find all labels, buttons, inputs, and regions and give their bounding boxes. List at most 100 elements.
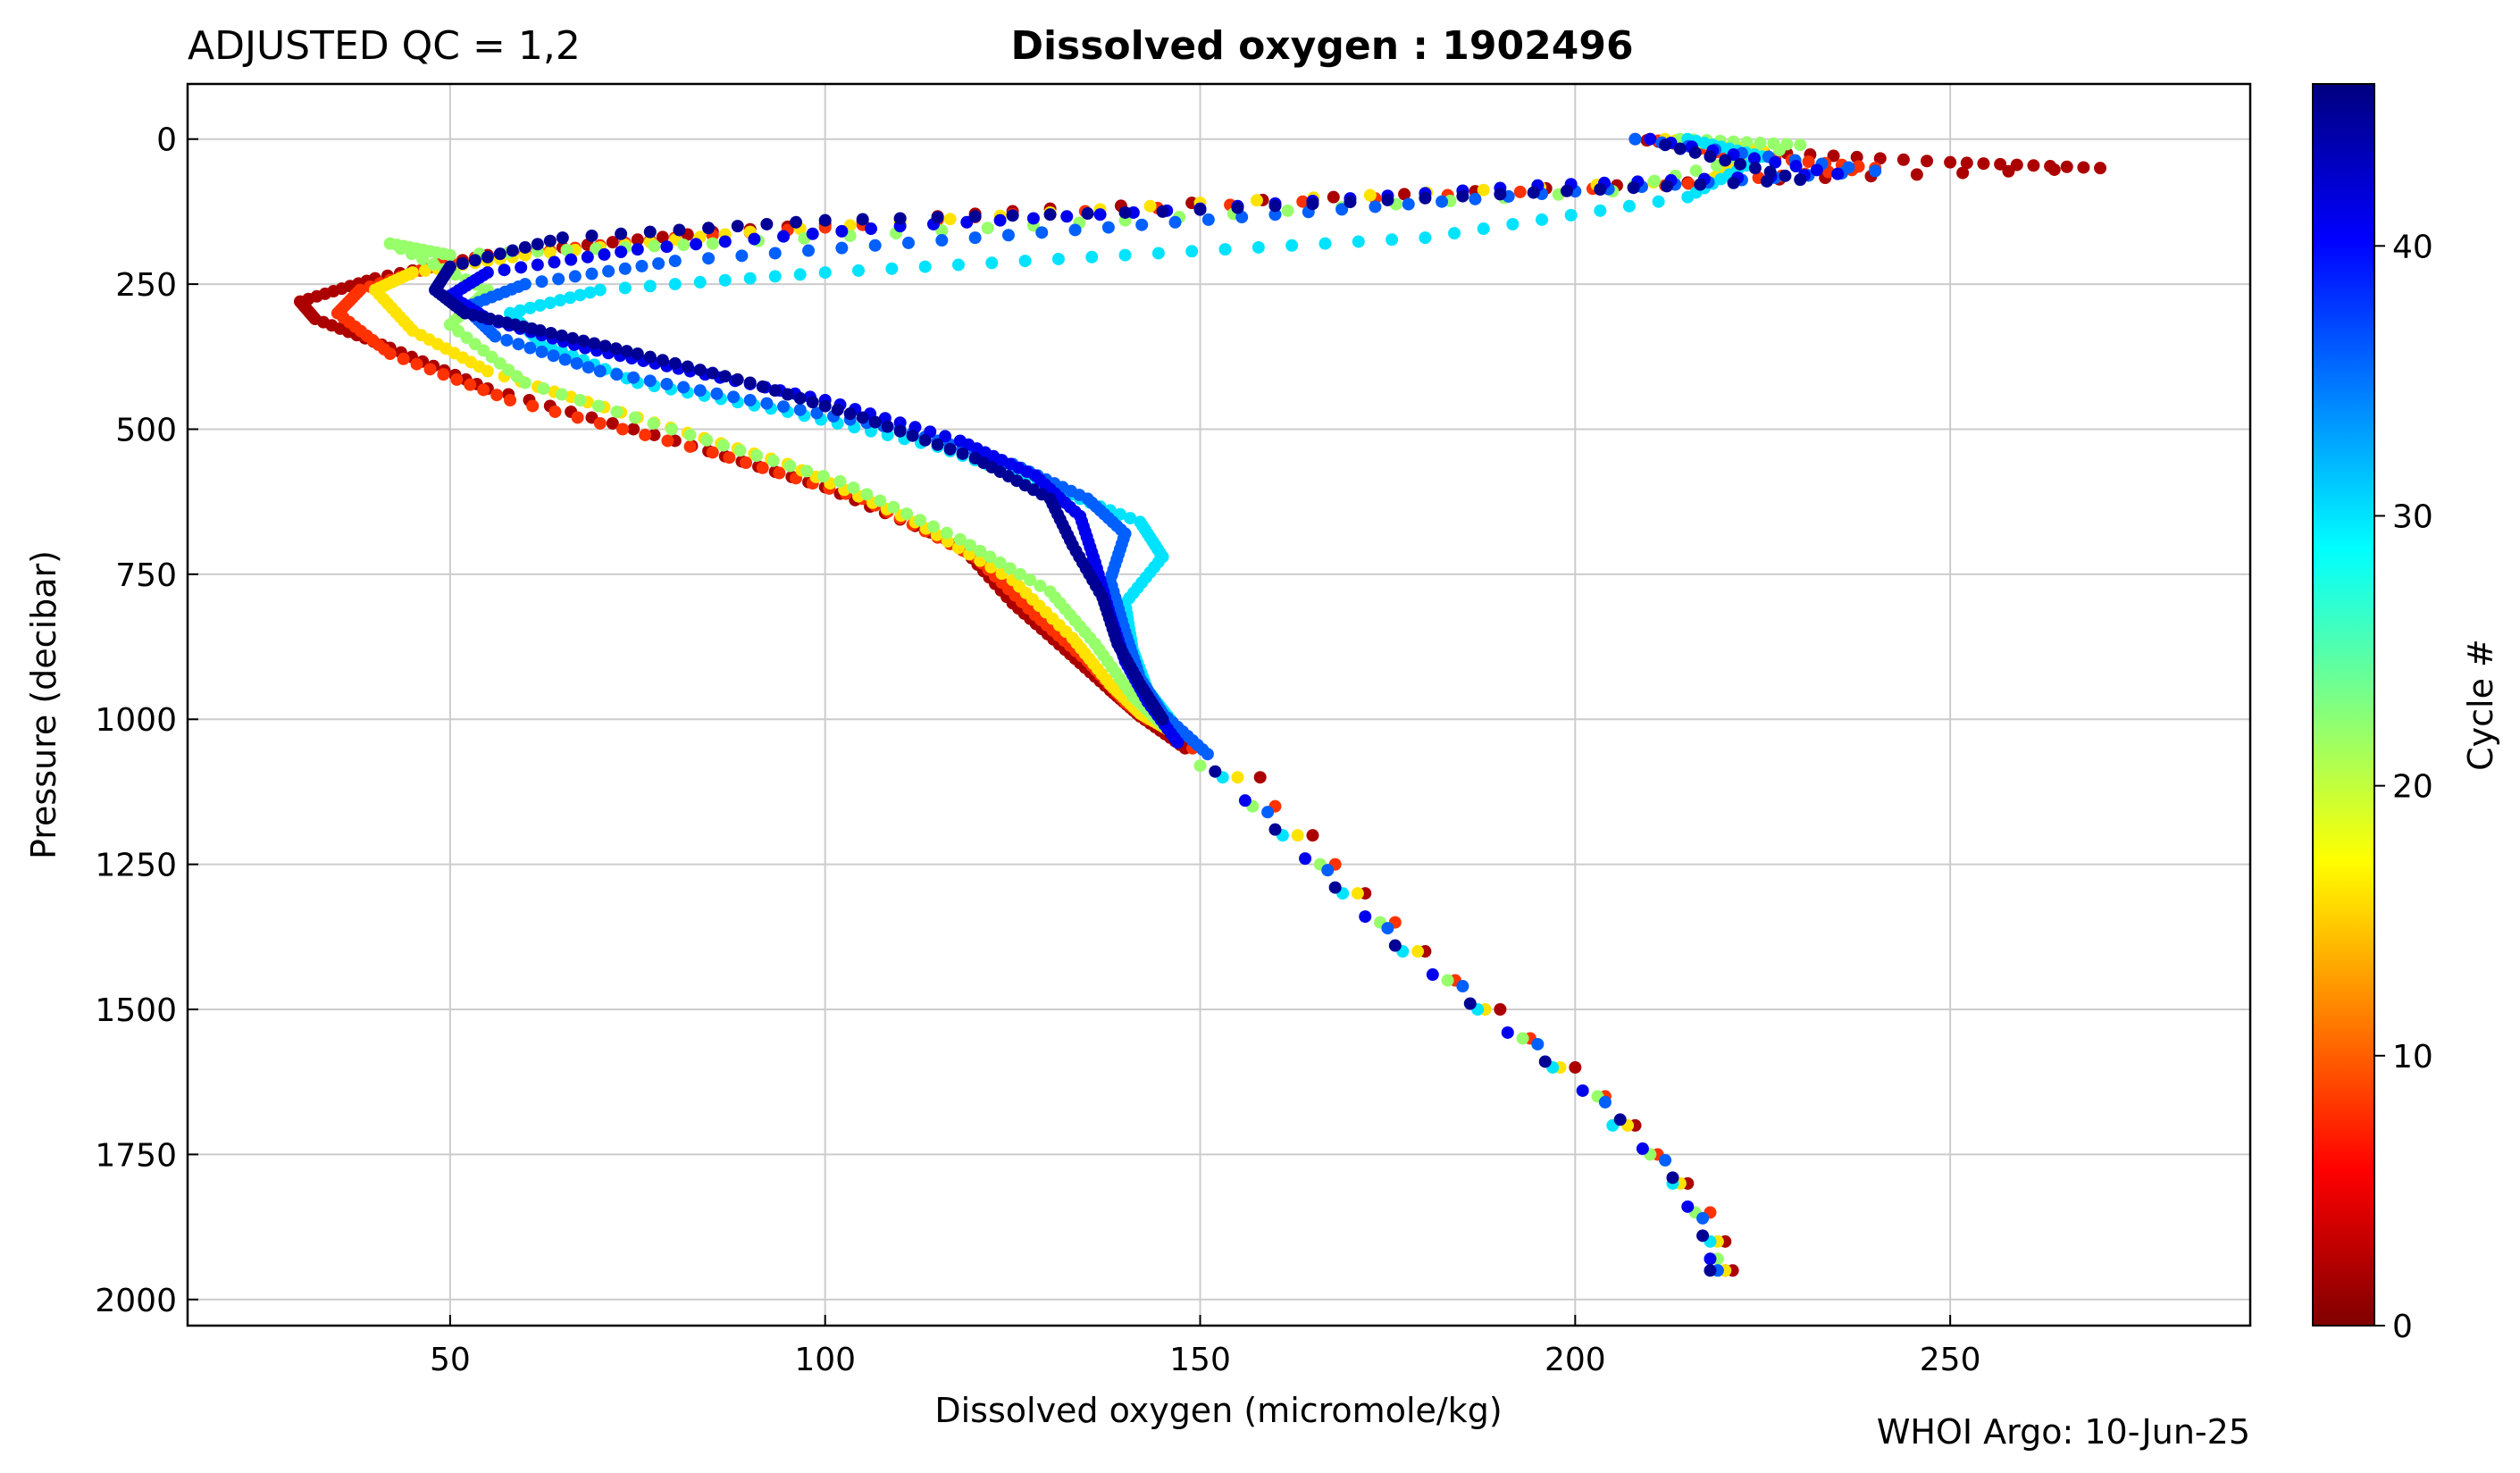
data-point bbox=[1113, 507, 1126, 521]
data-point bbox=[643, 225, 657, 239]
colorbar-label: Cycle # bbox=[2461, 639, 2500, 771]
data-point bbox=[1802, 155, 1815, 168]
data-point bbox=[1006, 209, 1019, 222]
data-point bbox=[1747, 152, 1761, 165]
data-point bbox=[683, 428, 697, 441]
data-point bbox=[773, 466, 786, 480]
data-point bbox=[900, 507, 914, 521]
data-point bbox=[931, 438, 944, 451]
data-point bbox=[1704, 150, 1717, 163]
data-point bbox=[1411, 945, 1425, 958]
colorbar-tick-label: 30 bbox=[2392, 498, 2433, 535]
data-point bbox=[1456, 189, 1469, 203]
data-point bbox=[702, 222, 716, 235]
data-point bbox=[802, 244, 816, 257]
data-point bbox=[1135, 218, 1149, 231]
data-point bbox=[1201, 748, 1214, 761]
data-point bbox=[760, 217, 774, 230]
data-point bbox=[1636, 1142, 1649, 1155]
data-point bbox=[1769, 155, 1782, 169]
data-point bbox=[2077, 161, 2090, 174]
data-point bbox=[750, 449, 764, 463]
data-point bbox=[643, 374, 657, 388]
data-point bbox=[1193, 203, 1207, 216]
data-point bbox=[1921, 155, 1934, 168]
data-point bbox=[1151, 247, 1165, 260]
data-point bbox=[766, 454, 780, 467]
x-tick-label: 100 bbox=[794, 1342, 856, 1378]
data-point bbox=[768, 270, 782, 283]
data-point bbox=[2002, 164, 2015, 178]
y-tick-label: 500 bbox=[115, 412, 177, 448]
data-point bbox=[652, 256, 666, 270]
data-point bbox=[1494, 188, 1507, 201]
data-point bbox=[868, 239, 882, 252]
data-point bbox=[1060, 210, 1074, 223]
data-point bbox=[1003, 562, 1017, 575]
data-point bbox=[464, 378, 477, 391]
data-point bbox=[743, 272, 757, 285]
data-point bbox=[993, 213, 1007, 227]
data-point bbox=[710, 387, 724, 400]
data-point bbox=[555, 329, 568, 342]
data-point bbox=[843, 407, 857, 421]
data-point bbox=[1369, 200, 1382, 213]
data-point bbox=[1328, 881, 1342, 894]
data-point bbox=[489, 330, 502, 343]
data-point bbox=[1704, 1252, 1717, 1266]
data-point bbox=[599, 339, 612, 353]
data-point bbox=[1201, 213, 1215, 226]
data-point bbox=[1013, 567, 1026, 581]
data-point bbox=[1772, 143, 1786, 156]
data-point bbox=[564, 291, 577, 305]
y-tick-label: 250 bbox=[115, 267, 177, 304]
data-point bbox=[1143, 199, 1157, 213]
data-point bbox=[985, 256, 999, 270]
data-point bbox=[1448, 227, 1461, 240]
data-point bbox=[993, 556, 1007, 569]
y-tick-label: 750 bbox=[115, 557, 177, 594]
data-point bbox=[643, 280, 657, 293]
axis-ticks: 50 100 150 200 250 0 250 500 750 1000 1250 1500 1750… bbox=[95, 122, 1980, 1378]
data-point bbox=[1268, 199, 1282, 213]
data-point bbox=[554, 294, 567, 307]
data-point bbox=[548, 405, 562, 418]
data-point bbox=[593, 416, 607, 430]
data-point bbox=[1235, 211, 1249, 224]
data-point bbox=[1026, 212, 1040, 225]
data-point bbox=[523, 301, 537, 314]
y-tick-label: 1250 bbox=[95, 848, 177, 884]
data-point bbox=[1477, 222, 1490, 236]
data-point bbox=[635, 259, 649, 272]
data-point bbox=[620, 345, 633, 358]
data-point bbox=[1386, 233, 1399, 247]
qc-label: ADJUSTED QC = 1,2 bbox=[188, 23, 581, 69]
data-point bbox=[1035, 226, 1049, 239]
data-points bbox=[293, 132, 2107, 1277]
data-point bbox=[1873, 152, 1887, 165]
data-point bbox=[1463, 997, 1477, 1010]
colorbar-ticks: 0 10 20 30 40 bbox=[2374, 229, 2433, 1345]
data-point bbox=[1321, 864, 1335, 877]
data-point bbox=[1659, 138, 1672, 152]
data-point bbox=[618, 262, 632, 275]
data-point bbox=[1689, 164, 1703, 178]
data-point bbox=[383, 347, 397, 361]
data-point bbox=[558, 353, 572, 366]
data-point bbox=[643, 350, 657, 364]
data-point bbox=[760, 397, 774, 410]
data-point bbox=[1960, 156, 1973, 170]
x-tick-label: 250 bbox=[1920, 1342, 1981, 1378]
colorbar-tick-label: 40 bbox=[2392, 229, 2433, 265]
data-point bbox=[1001, 229, 1015, 242]
data-point bbox=[981, 222, 994, 235]
data-point bbox=[1034, 579, 1047, 592]
data-point bbox=[405, 247, 418, 261]
data-point bbox=[585, 229, 599, 242]
data-point bbox=[1018, 255, 1032, 268]
data-point bbox=[793, 391, 807, 405]
x-tick-label: 150 bbox=[1169, 1342, 1231, 1378]
data-point bbox=[800, 464, 814, 478]
data-point bbox=[893, 424, 907, 438]
data-point bbox=[700, 433, 714, 447]
